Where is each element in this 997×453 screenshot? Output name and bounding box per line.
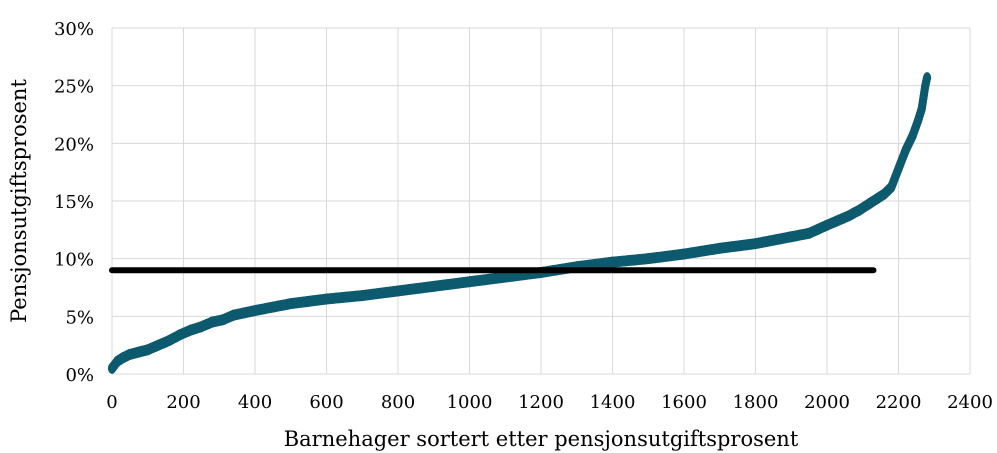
scatter-point bbox=[917, 103, 926, 115]
scatter-point bbox=[680, 248, 688, 260]
scatter-point bbox=[880, 188, 889, 200]
scatter-point bbox=[865, 197, 874, 209]
scatter-point bbox=[751, 238, 760, 250]
scatter-point bbox=[908, 129, 917, 141]
x-tick-label: 800 bbox=[381, 392, 415, 413]
scatter-point bbox=[501, 271, 510, 283]
scatter-point bbox=[923, 72, 932, 84]
series-layer bbox=[108, 72, 932, 374]
scatter-point bbox=[465, 276, 474, 288]
scatter-point bbox=[175, 329, 184, 341]
scatter-point bbox=[887, 181, 896, 193]
scatter-point bbox=[901, 144, 910, 156]
scatter-point bbox=[873, 193, 882, 205]
x-tick-label: 400 bbox=[238, 392, 272, 413]
scatter-point bbox=[125, 348, 134, 360]
scatter-point bbox=[218, 314, 227, 326]
scatter-point bbox=[165, 335, 174, 347]
scatter-point bbox=[229, 309, 238, 321]
scatter-point bbox=[844, 210, 853, 222]
scatter-point bbox=[358, 290, 367, 302]
scatter-point bbox=[914, 114, 923, 126]
x-tick-labels: 0 200 400 600 800 1000 1200 1400 1600 1800 2000 220… bbox=[106, 392, 993, 413]
scatter-point bbox=[268, 301, 277, 313]
scatter-point bbox=[186, 324, 195, 336]
y-tick-label: 30% bbox=[54, 19, 94, 40]
x-tick-label: 1800 bbox=[733, 392, 779, 413]
x-tick-label: 600 bbox=[309, 392, 343, 413]
scatter-point bbox=[143, 344, 152, 356]
scatter-point bbox=[394, 285, 402, 297]
x-tick-label: 2000 bbox=[804, 392, 850, 413]
x-tick-label: 1200 bbox=[518, 392, 564, 413]
scatter-point bbox=[823, 219, 831, 231]
scatter-point bbox=[855, 204, 864, 216]
scatter-point bbox=[322, 293, 331, 305]
x-tick-label: 2200 bbox=[876, 392, 922, 413]
x-tick-label: 0 bbox=[106, 392, 117, 413]
scatter-point bbox=[715, 242, 724, 254]
scatter-point bbox=[118, 352, 127, 364]
y-tick-label: 10% bbox=[54, 250, 94, 271]
scatter-point bbox=[919, 91, 928, 103]
y-tick-label: 25% bbox=[54, 77, 94, 98]
y-tick-label: 20% bbox=[54, 134, 94, 155]
scatter-point bbox=[304, 295, 313, 307]
x-tick-label: 2400 bbox=[947, 392, 993, 413]
scatter-point bbox=[154, 339, 163, 351]
x-tick-label: 1600 bbox=[661, 392, 707, 413]
x-tick-label: 1000 bbox=[447, 392, 493, 413]
scatter-point bbox=[286, 298, 295, 310]
scatter-point bbox=[108, 362, 116, 374]
x-tick-label: 1400 bbox=[590, 392, 636, 413]
y-tick-label: 15% bbox=[54, 192, 94, 213]
scatter-point bbox=[644, 253, 653, 265]
y-tick-label: 5% bbox=[65, 307, 94, 328]
scatter-point bbox=[208, 316, 217, 328]
x-axis-label: Barnehager sortert etter pensjonsutgifts… bbox=[284, 427, 799, 451]
scatter-point bbox=[429, 280, 438, 292]
scatter-point bbox=[833, 215, 842, 227]
scatter-point bbox=[251, 305, 259, 317]
scatter-point bbox=[608, 256, 617, 268]
y-tick-labels: 0% 5% 10% 15% 20% 25% 30% bbox=[54, 19, 94, 386]
y-tick-label: 0% bbox=[65, 365, 94, 386]
x-tick-label: 200 bbox=[166, 392, 200, 413]
scatter-point bbox=[240, 307, 249, 319]
scatter-point bbox=[787, 231, 796, 243]
scatter-point bbox=[805, 227, 814, 239]
y-axis-label: Pensjonsutgiftsprosent bbox=[7, 79, 31, 323]
gridlines bbox=[111, 27, 971, 375]
scatter-point bbox=[894, 163, 903, 175]
scatter-point bbox=[134, 346, 143, 358]
scatter-point bbox=[197, 321, 206, 333]
